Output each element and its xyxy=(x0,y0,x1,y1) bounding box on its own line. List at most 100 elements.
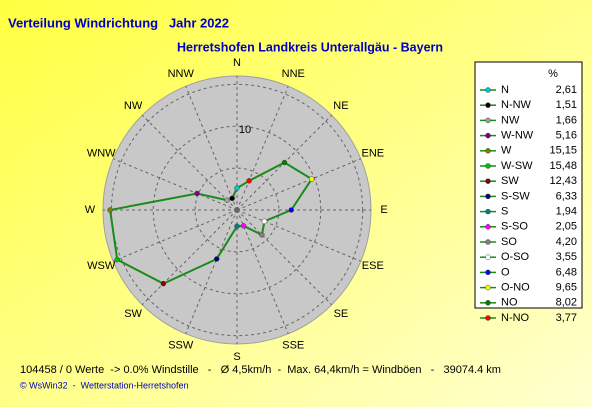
marker xyxy=(246,178,252,184)
direction-label: NE xyxy=(333,100,348,112)
spoke xyxy=(185,209,238,334)
legend-value: 2,05 xyxy=(556,221,577,233)
direction-label: E xyxy=(380,204,387,216)
legend-value: 12,43 xyxy=(549,175,577,187)
direction-label: WNW xyxy=(87,148,116,160)
legend-value: 4,20 xyxy=(556,236,577,248)
direction-label: NW xyxy=(124,100,143,112)
chart-subtitle: Herretshofen Landkreis Unterallgäu - Bay… xyxy=(177,40,443,54)
legend-label: SO xyxy=(501,236,517,248)
spoke xyxy=(236,209,289,334)
legend-label: O-SO xyxy=(501,251,530,263)
legend-label: W xyxy=(501,145,512,157)
direction-label: SE xyxy=(334,308,349,320)
legend-label: N-NW xyxy=(501,99,532,111)
grid-ring xyxy=(194,167,280,253)
legend-value: 9,65 xyxy=(556,282,577,294)
direction-label: SSE xyxy=(282,340,304,352)
legend-label: SW xyxy=(501,175,519,187)
legend-marker xyxy=(485,132,491,139)
legend-label: N xyxy=(501,84,509,96)
legend-label: O xyxy=(501,266,510,278)
marker xyxy=(213,256,220,262)
legend-marker xyxy=(485,178,491,184)
legend-marker xyxy=(485,148,491,154)
spoke xyxy=(113,209,238,262)
legend-marker xyxy=(485,117,491,124)
spoke xyxy=(185,86,238,211)
legend-marker xyxy=(485,102,491,108)
legend-value: 6,48 xyxy=(556,266,577,278)
marker xyxy=(107,207,113,213)
direction-label: WSW xyxy=(87,260,116,272)
legend-value: 2,61 xyxy=(556,84,577,96)
marker xyxy=(160,280,167,287)
legend-label: NO xyxy=(501,297,518,309)
legend-label: S-SW xyxy=(501,190,530,202)
direction-label: S xyxy=(233,351,240,363)
footer: 104458 / 0 Werte -> 0.0% Windstille - Ø … xyxy=(20,364,501,376)
chart-title: Verteilung Windrichtung Jahr 2022 xyxy=(8,15,229,30)
credit: © WsWin32 - Wetterstation-Herretshofen xyxy=(20,380,189,390)
marker xyxy=(229,195,235,202)
legend-value: 3,77 xyxy=(556,312,577,324)
legend-marker xyxy=(485,193,491,200)
marker xyxy=(114,256,120,263)
direction-label: W xyxy=(85,204,96,216)
spoke xyxy=(141,114,238,211)
legend-marker xyxy=(485,239,491,245)
spoke xyxy=(236,86,289,211)
marker xyxy=(194,190,200,197)
marker xyxy=(224,197,230,203)
marker xyxy=(288,207,295,213)
legend-title: % xyxy=(548,68,558,80)
spoke xyxy=(141,209,238,306)
direction-label: ESE xyxy=(362,260,384,272)
legend-label: O-NO xyxy=(501,282,530,294)
legend-marker xyxy=(485,254,491,260)
legend-marker xyxy=(485,300,491,306)
r-tick-label: 10 xyxy=(239,124,251,136)
legend-label: S xyxy=(501,206,508,218)
legend-value: 15,48 xyxy=(549,160,577,172)
spoke xyxy=(236,209,333,306)
spoke xyxy=(113,158,238,211)
legend-marker xyxy=(485,224,491,230)
direction-label: SSW xyxy=(168,340,194,352)
marker xyxy=(259,232,265,238)
legend-label: S-SO xyxy=(501,221,528,233)
legend-marker xyxy=(485,208,491,215)
legend-label: N-NO xyxy=(501,312,530,324)
marker xyxy=(240,223,247,229)
spoke xyxy=(236,158,361,211)
spoke xyxy=(236,209,361,262)
direction-label: N xyxy=(233,57,241,69)
legend-marker xyxy=(485,315,491,321)
legend-value: 1,94 xyxy=(556,206,577,218)
legend-marker xyxy=(485,284,491,291)
direction-label: NNW xyxy=(168,68,195,80)
legend-marker xyxy=(485,163,491,169)
legend-value: 6,33 xyxy=(556,190,577,202)
direction-label: SW xyxy=(124,308,142,320)
legend-box xyxy=(474,61,583,309)
legend-value: 8,02 xyxy=(556,297,577,309)
grid-ring xyxy=(152,125,322,295)
legend-label: W-SW xyxy=(501,160,533,172)
marker xyxy=(261,218,268,225)
legend-label: W-NW xyxy=(501,130,534,142)
marker xyxy=(281,159,288,166)
legend-marker xyxy=(485,87,491,93)
legend-value: 1,51 xyxy=(556,99,577,111)
legend-value: 5,16 xyxy=(556,130,577,142)
legend-label: NW xyxy=(501,114,520,126)
legend-marker xyxy=(485,269,491,276)
marker xyxy=(234,185,240,191)
direction-label: ENE xyxy=(361,148,384,160)
grid-ring xyxy=(110,83,364,337)
direction-label: NNE xyxy=(282,68,305,80)
marker xyxy=(234,223,240,229)
legend-value: 3,55 xyxy=(556,251,577,263)
legend-value: 1,66 xyxy=(556,114,577,126)
